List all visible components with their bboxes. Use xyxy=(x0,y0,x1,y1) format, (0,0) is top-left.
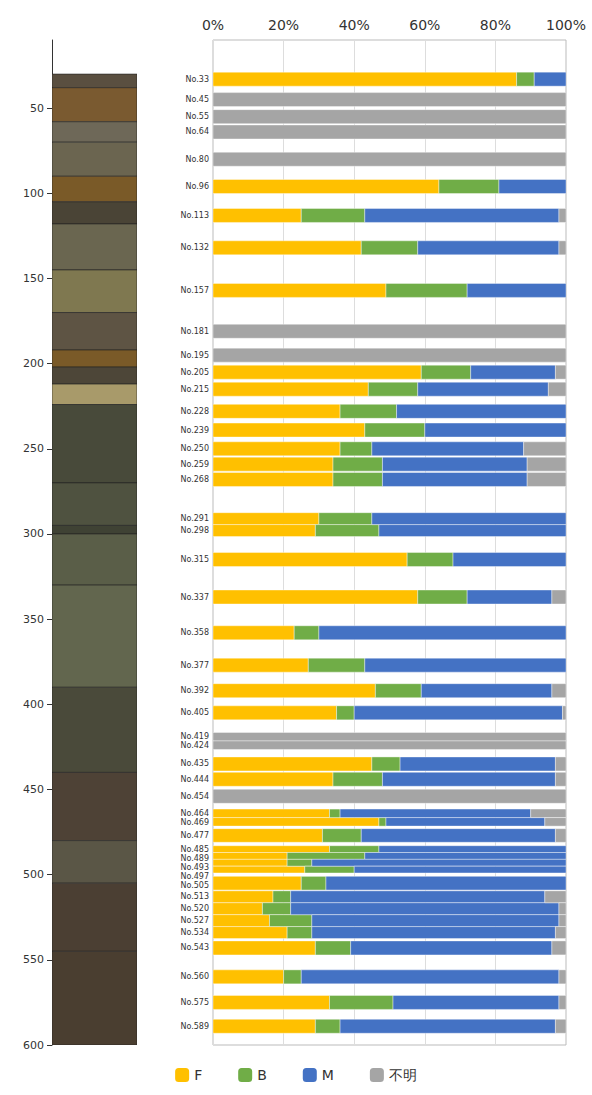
svg-text:No.575: No.575 xyxy=(180,998,209,1007)
svg-text:350: 350 xyxy=(23,613,44,626)
svg-text:No.469: No.469 xyxy=(180,818,209,827)
svg-text:No.268: No.268 xyxy=(180,475,209,484)
svg-text:No.205: No.205 xyxy=(180,368,209,377)
svg-text:No.454: No.454 xyxy=(180,792,209,801)
svg-text:No.489: No.489 xyxy=(180,854,209,863)
svg-text:No.358: No.358 xyxy=(180,628,209,637)
svg-text:No.424: No.424 xyxy=(180,741,209,750)
svg-text:500: 500 xyxy=(23,868,44,881)
svg-text:No.419: No.419 xyxy=(180,732,209,741)
svg-text:No.239: No.239 xyxy=(180,426,209,435)
svg-text:No.377: No.377 xyxy=(180,661,209,670)
svg-text:No.477: No.477 xyxy=(180,831,209,840)
svg-text:450: 450 xyxy=(23,783,44,796)
svg-text:150: 150 xyxy=(23,272,44,285)
svg-text:No.298: No.298 xyxy=(180,526,209,535)
svg-text:200: 200 xyxy=(23,357,44,370)
svg-text:No.520: No.520 xyxy=(180,904,209,913)
svg-text:不明: 不明 xyxy=(389,1067,417,1083)
svg-text:No.80: No.80 xyxy=(186,155,209,164)
svg-text:No.505: No.505 xyxy=(180,881,209,890)
svg-text:40%: 40% xyxy=(339,17,370,33)
svg-text:100%: 100% xyxy=(546,17,586,33)
svg-text:No.291: No.291 xyxy=(180,514,209,523)
svg-text:No.485: No.485 xyxy=(180,845,209,854)
svg-text:No.113: No.113 xyxy=(180,211,209,220)
svg-text:250: 250 xyxy=(23,442,44,455)
svg-text:0%: 0% xyxy=(202,17,224,33)
svg-text:No.132: No.132 xyxy=(180,243,209,252)
svg-text:No.435: No.435 xyxy=(180,759,209,768)
svg-text:No.464: No.464 xyxy=(180,809,209,818)
svg-text:No.405: No.405 xyxy=(180,708,209,717)
svg-text:No.513: No.513 xyxy=(180,892,209,901)
svg-text:400: 400 xyxy=(23,698,44,711)
svg-text:60%: 60% xyxy=(409,17,440,33)
svg-text:No.392: No.392 xyxy=(180,686,209,695)
svg-text:20%: 20% xyxy=(268,17,299,33)
svg-text:No.228: No.228 xyxy=(180,407,209,416)
svg-text:No.444: No.444 xyxy=(180,775,209,784)
svg-text:100: 100 xyxy=(23,187,44,200)
svg-text:No.315: No.315 xyxy=(180,555,209,564)
svg-text:No.259: No.259 xyxy=(180,460,209,469)
svg-text:No.560: No.560 xyxy=(180,972,209,981)
svg-text:B: B xyxy=(257,1067,267,1083)
svg-text:No.534: No.534 xyxy=(180,928,209,937)
svg-text:No.215: No.215 xyxy=(180,385,209,394)
svg-text:No.55: No.55 xyxy=(186,112,209,121)
svg-text:300: 300 xyxy=(23,527,44,540)
svg-text:No.157: No.157 xyxy=(180,286,209,295)
svg-text:No.181: No.181 xyxy=(180,327,209,336)
svg-text:No.33: No.33 xyxy=(186,75,209,84)
svg-text:550: 550 xyxy=(23,953,44,966)
svg-text:600: 600 xyxy=(23,1039,44,1052)
svg-text:50: 50 xyxy=(30,102,44,115)
svg-text:No.250: No.250 xyxy=(180,444,209,453)
svg-text:No.64: No.64 xyxy=(186,127,209,136)
svg-text:F: F xyxy=(194,1067,202,1083)
svg-text:No.493: No.493 xyxy=(180,863,209,872)
svg-text:No.96: No.96 xyxy=(186,182,209,191)
svg-text:80%: 80% xyxy=(480,17,511,33)
svg-text:No.543: No.543 xyxy=(180,943,209,952)
svg-text:M: M xyxy=(322,1067,334,1083)
svg-text:No.497: No.497 xyxy=(180,872,209,881)
svg-text:No.45: No.45 xyxy=(186,95,209,104)
svg-text:No.195: No.195 xyxy=(180,351,209,360)
svg-text:No.337: No.337 xyxy=(180,593,209,602)
svg-text:No.589: No.589 xyxy=(180,1022,209,1031)
svg-text:No.527: No.527 xyxy=(180,916,209,925)
